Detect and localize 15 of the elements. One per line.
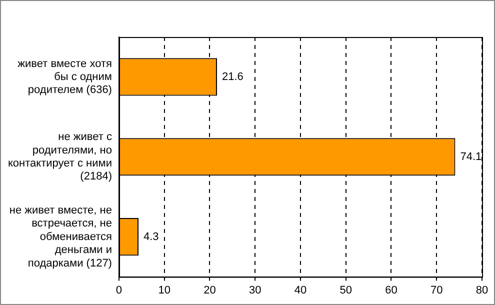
x-tick-label: 50	[340, 284, 352, 296]
x-tick-label: 80	[476, 284, 488, 296]
x-tick-label: 70	[430, 284, 443, 296]
data-label: 4.3	[143, 230, 159, 243]
x-tick-label: 20	[204, 284, 216, 296]
y-tick-label: не живет вместе, не встречается, не обменивается деньгами и подарками (127)	[9, 204, 112, 270]
x-tick-label: 40	[294, 284, 307, 296]
x-tick-label: 30	[248, 284, 262, 296]
y-tick-label: живет вместе хотя бы с одним родителем (636)	[18, 58, 112, 96]
x-tick-label: 0	[116, 284, 122, 296]
y-tick-label: не живет с родителями, но контактирует с ними (2184)	[8, 131, 112, 183]
data-label: 21.6	[222, 71, 244, 83]
x-tick-label: 60	[385, 284, 398, 296]
x-tick-label: 10	[158, 284, 170, 296]
data-label: 74.1	[460, 150, 482, 163]
